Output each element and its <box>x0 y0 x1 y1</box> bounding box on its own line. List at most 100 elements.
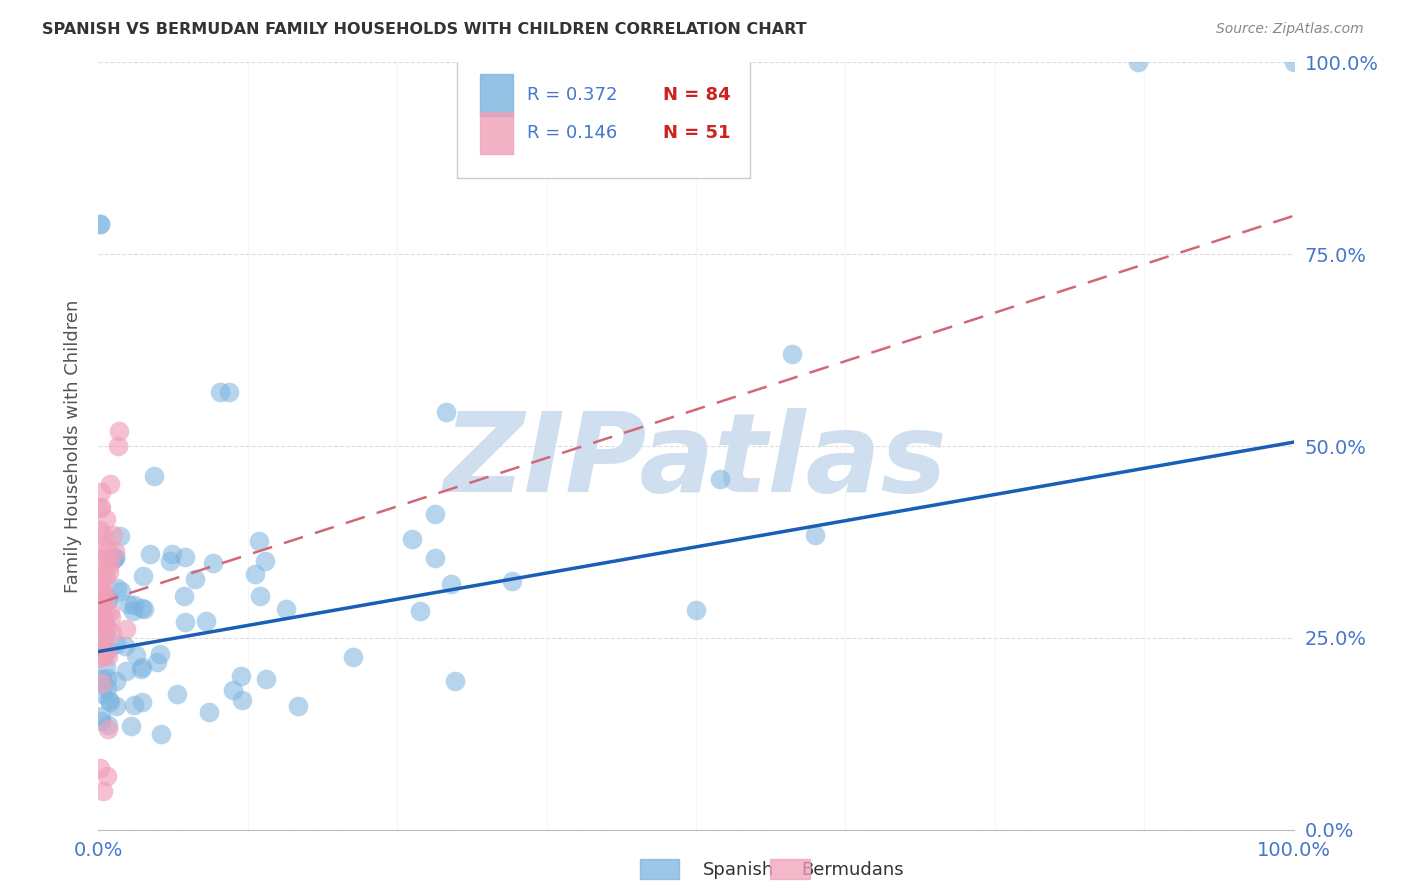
Spanish <box>131 660 153 674</box>
Spanish <box>89 217 111 231</box>
Spanish <box>249 589 271 603</box>
Spanish <box>96 681 118 695</box>
Bermudans <box>90 676 112 690</box>
Text: Bermudans: Bermudans <box>801 861 904 879</box>
Spanish <box>122 698 145 712</box>
Text: N = 51: N = 51 <box>662 124 730 143</box>
Spanish <box>94 660 117 674</box>
Bermudans <box>93 648 115 663</box>
Bermudans <box>89 570 111 584</box>
Spanish <box>104 550 127 565</box>
FancyBboxPatch shape <box>479 74 513 116</box>
Spanish <box>91 687 114 701</box>
Spanish <box>90 709 112 723</box>
Spanish <box>221 683 243 698</box>
Spanish <box>96 671 118 685</box>
Spanish <box>195 615 218 629</box>
Bermudans <box>89 583 111 598</box>
Spanish <box>131 662 153 676</box>
Spanish <box>105 673 128 688</box>
Spanish <box>1128 55 1150 70</box>
Spanish <box>254 554 277 568</box>
Y-axis label: Family Households with Children: Family Households with Children <box>63 300 82 592</box>
Bermudans <box>93 593 115 607</box>
Spanish <box>149 647 172 661</box>
Spanish <box>110 583 132 598</box>
Spanish <box>274 602 297 616</box>
Spanish <box>709 472 731 486</box>
Bermudans <box>101 527 124 541</box>
Bermudans <box>89 616 111 631</box>
Spanish <box>139 547 162 561</box>
Text: ZIPatlas: ZIPatlas <box>444 408 948 515</box>
Bermudans <box>91 584 114 599</box>
Spanish <box>780 347 803 361</box>
Spanish <box>254 672 277 686</box>
Bermudans <box>94 570 117 584</box>
Spanish <box>97 693 120 707</box>
Spanish <box>142 469 165 483</box>
Spanish <box>90 672 112 686</box>
Bermudans <box>89 651 111 665</box>
Spanish <box>117 597 139 611</box>
Spanish <box>245 566 267 581</box>
Spanish <box>110 529 132 543</box>
Spanish <box>96 621 118 635</box>
Bermudans <box>97 541 120 556</box>
Spanish <box>229 668 252 682</box>
Spanish <box>97 592 120 607</box>
Spanish <box>174 615 197 629</box>
Spanish <box>159 554 181 568</box>
Spanish <box>131 600 153 615</box>
Bermudans <box>107 439 129 453</box>
Bermudans <box>100 625 122 640</box>
Bermudans <box>89 501 111 516</box>
Bermudans <box>89 485 111 500</box>
Spanish <box>90 637 112 651</box>
Spanish <box>91 643 114 657</box>
Text: Spanish: Spanish <box>703 861 775 879</box>
Spanish <box>98 592 121 607</box>
Spanish <box>423 507 446 521</box>
Spanish <box>125 648 148 663</box>
Spanish <box>218 385 240 400</box>
Spanish <box>150 727 173 741</box>
Bermudans <box>94 590 117 604</box>
Bermudans <box>90 551 112 566</box>
Bermudans <box>107 424 129 438</box>
Spanish <box>98 695 121 709</box>
Spanish <box>104 636 127 650</box>
Spanish <box>287 699 309 714</box>
Spanish <box>132 568 155 582</box>
Bermudans <box>91 616 114 631</box>
Bermudans <box>93 539 115 553</box>
Spanish <box>122 603 145 617</box>
Spanish <box>173 590 195 604</box>
Spanish <box>444 673 467 688</box>
Bermudans <box>91 784 114 798</box>
FancyBboxPatch shape <box>479 112 513 154</box>
Bermudans <box>91 570 114 584</box>
Spanish <box>173 550 195 565</box>
Text: N = 84: N = 84 <box>662 86 730 104</box>
Spanish <box>501 574 523 589</box>
Text: SPANISH VS BERMUDAN FAMILY HOUSEHOLDS WITH CHILDREN CORRELATION CHART: SPANISH VS BERMUDAN FAMILY HOUSEHOLDS WI… <box>42 22 807 37</box>
Spanish <box>101 551 124 566</box>
Spanish <box>122 598 145 612</box>
Spanish <box>1282 55 1305 70</box>
Spanish <box>146 656 169 670</box>
Spanish <box>90 714 112 728</box>
Bermudans <box>89 591 111 605</box>
Bermudans <box>89 610 111 624</box>
Bermudans <box>96 512 118 526</box>
Spanish <box>132 602 155 616</box>
Bermudans <box>94 620 117 634</box>
Bermudans <box>89 606 111 620</box>
Bermudans <box>96 769 118 783</box>
Bermudans <box>97 722 120 736</box>
Bermudans <box>104 543 127 558</box>
Bermudans <box>100 603 122 617</box>
Spanish <box>114 640 136 654</box>
Bermudans <box>100 610 122 624</box>
Spanish <box>423 550 446 565</box>
